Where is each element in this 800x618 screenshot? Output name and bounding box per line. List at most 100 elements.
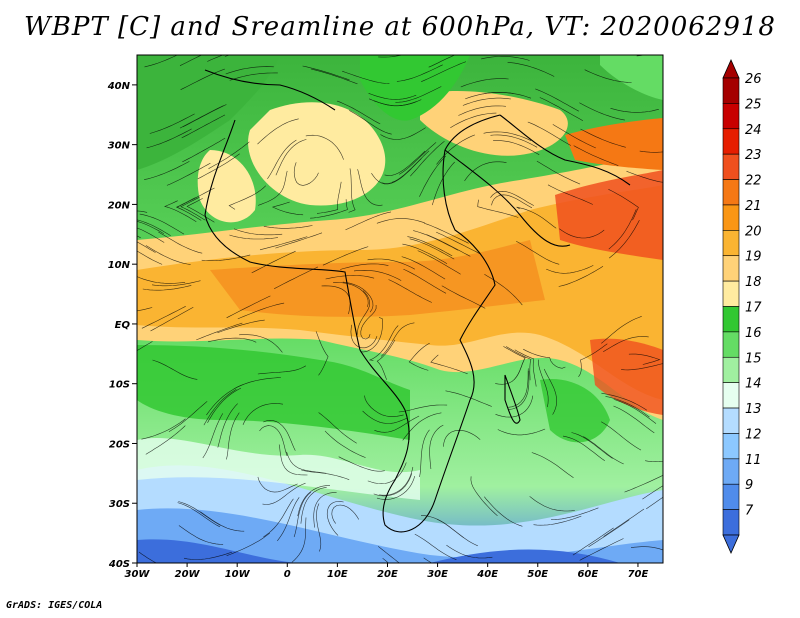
streamline xyxy=(158,231,203,254)
streamline xyxy=(626,170,663,183)
streamline xyxy=(445,390,492,407)
temperature-field xyxy=(137,55,663,563)
streamline xyxy=(360,305,377,340)
streamline xyxy=(377,546,400,563)
streamline xyxy=(441,285,486,309)
streamline xyxy=(484,274,523,306)
streamline xyxy=(493,140,540,155)
streamline xyxy=(207,387,242,423)
streamline xyxy=(333,282,369,307)
streamline xyxy=(233,228,283,236)
streamline xyxy=(423,557,433,563)
streamline xyxy=(242,403,284,426)
streamline xyxy=(417,250,461,275)
streamline xyxy=(527,121,571,146)
colorbar-swatch xyxy=(722,407,740,434)
streamline xyxy=(407,236,453,257)
streamline xyxy=(137,241,156,253)
streamline xyxy=(578,343,608,377)
streamline xyxy=(547,184,593,205)
streamline xyxy=(196,322,243,341)
streamline xyxy=(275,139,307,176)
streamline xyxy=(551,507,599,520)
streamline xyxy=(624,474,663,493)
streamline xyxy=(399,142,437,175)
streamline xyxy=(396,64,443,82)
colorbar-label: 12 xyxy=(745,427,762,442)
colorbar-swatch xyxy=(722,230,740,257)
colorbar-label: 11 xyxy=(745,453,762,468)
colorbar-label: 22 xyxy=(745,174,762,189)
colorbar-swatch xyxy=(722,306,740,333)
streamline xyxy=(151,280,201,287)
lat-tick-label: 40S xyxy=(108,559,130,570)
streamline xyxy=(142,285,192,291)
streamline xyxy=(364,395,404,417)
streamline xyxy=(503,346,526,380)
colorbar-swatch xyxy=(722,153,740,180)
streamline xyxy=(408,342,430,371)
streamline xyxy=(336,100,381,125)
streamline xyxy=(137,235,141,239)
colorbar-label: 15 xyxy=(745,351,762,366)
streamline xyxy=(137,341,153,351)
streamline xyxy=(523,348,566,369)
streamline xyxy=(203,389,237,426)
streamline xyxy=(263,498,294,538)
lat-tick-label: 30N xyxy=(108,141,131,152)
streamline xyxy=(166,162,211,186)
streamline xyxy=(345,211,392,231)
streamline xyxy=(177,502,221,528)
streamline xyxy=(322,246,369,266)
streamline xyxy=(297,485,331,517)
streamline xyxy=(481,56,530,61)
streamline xyxy=(436,518,478,547)
streamline xyxy=(348,168,356,213)
streamline xyxy=(613,399,657,424)
lat-tick-label: 20S xyxy=(109,439,130,450)
colorbar-label: 19 xyxy=(745,250,762,265)
colorbar-swatch xyxy=(722,204,740,231)
streamline xyxy=(613,405,655,434)
streamline xyxy=(601,316,642,344)
streamline xyxy=(483,131,532,141)
streamline xyxy=(639,150,663,153)
streamline xyxy=(293,162,319,186)
streamline xyxy=(278,444,308,476)
streamline xyxy=(571,432,613,459)
streamline xyxy=(274,266,319,289)
lon-tick-label: 50E xyxy=(527,569,548,580)
streamline xyxy=(380,127,426,140)
lon-tick-label: 20E xyxy=(377,569,398,580)
streamline xyxy=(257,476,298,493)
streamline xyxy=(139,213,185,235)
lon-tick-label: 10W xyxy=(225,569,251,580)
streamline xyxy=(141,418,186,440)
streamline xyxy=(436,231,481,255)
colorbar-swatch xyxy=(722,179,740,206)
streamline xyxy=(206,384,244,416)
streamline xyxy=(183,551,233,560)
colorbar-label: 9 xyxy=(745,478,753,493)
streamline xyxy=(251,250,296,274)
streamline xyxy=(579,102,625,121)
streamline xyxy=(558,265,604,287)
streamline xyxy=(636,55,646,57)
streamline xyxy=(302,65,350,81)
streamline xyxy=(313,492,337,528)
streamline xyxy=(516,240,560,265)
colorbar-swatch xyxy=(722,382,740,409)
lat-tick-label: 30S xyxy=(109,499,130,510)
streamline xyxy=(138,551,157,563)
streamline xyxy=(137,210,148,213)
streamline xyxy=(310,68,358,85)
streamline xyxy=(608,209,637,250)
streamline xyxy=(373,473,413,497)
lon-tick-label: 30E xyxy=(427,569,448,580)
lat-tick-label: EQ xyxy=(115,320,131,331)
streamline xyxy=(464,161,507,182)
streamline xyxy=(621,363,663,371)
colorbar-swatch xyxy=(722,483,740,510)
colorbar-swatch xyxy=(722,77,740,104)
streamline xyxy=(217,403,238,448)
